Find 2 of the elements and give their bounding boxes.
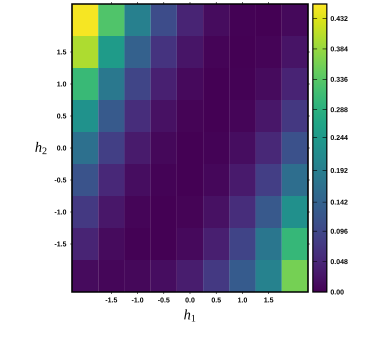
y-axis-title: h$_{2}$ (35, 142, 46, 154)
x-axis-title: h$_{1}$ (184, 309, 196, 322)
